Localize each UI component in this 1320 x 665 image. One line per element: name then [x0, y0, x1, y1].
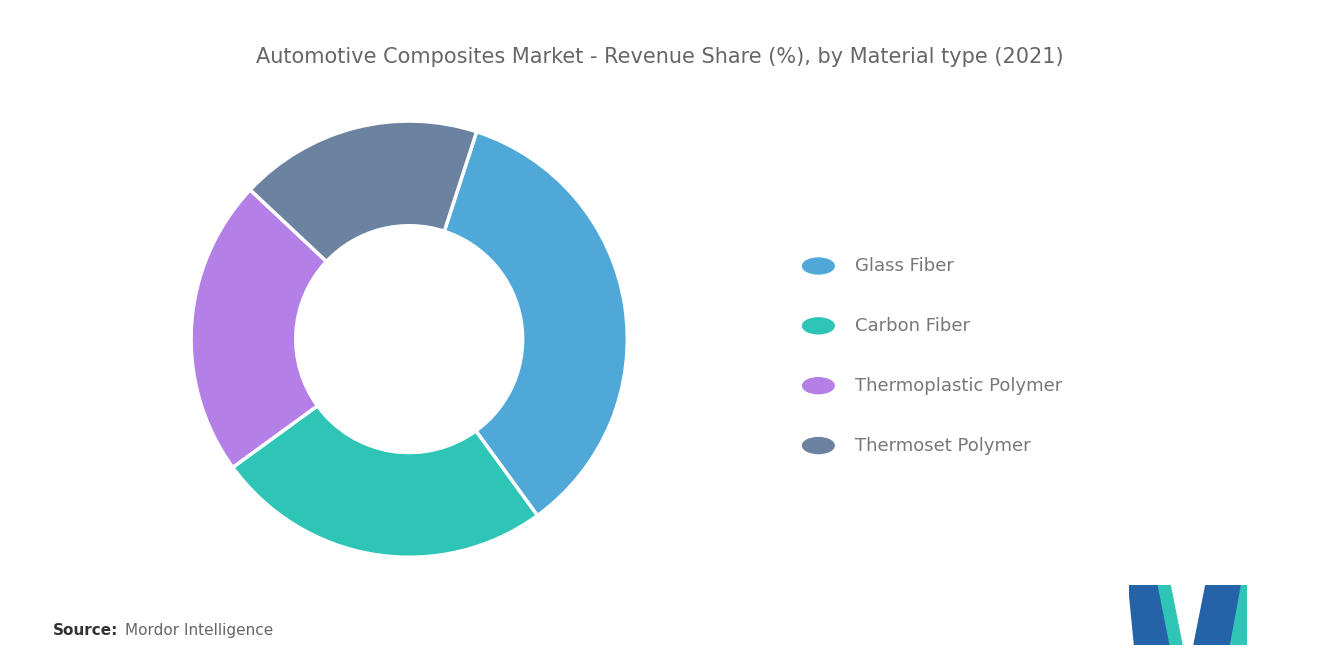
Text: Automotive Composites Market - Revenue Share (%), by Material type (2021): Automotive Composites Market - Revenue S… — [256, 47, 1064, 66]
Text: Glass Fiber: Glass Fiber — [855, 257, 954, 275]
Text: Source:: Source: — [53, 623, 119, 638]
Text: Mordor Intelligence: Mordor Intelligence — [125, 623, 273, 638]
Wedge shape — [445, 132, 627, 515]
Wedge shape — [232, 406, 537, 557]
Polygon shape — [1230, 585, 1247, 645]
Wedge shape — [191, 190, 326, 467]
Polygon shape — [1159, 585, 1183, 645]
Text: Thermoplastic Polymer: Thermoplastic Polymer — [855, 376, 1063, 395]
Text: Carbon Fiber: Carbon Fiber — [855, 317, 970, 335]
Wedge shape — [251, 121, 477, 261]
Polygon shape — [1193, 585, 1241, 645]
Polygon shape — [1129, 585, 1170, 645]
Text: Thermoset Polymer: Thermoset Polymer — [855, 436, 1031, 455]
